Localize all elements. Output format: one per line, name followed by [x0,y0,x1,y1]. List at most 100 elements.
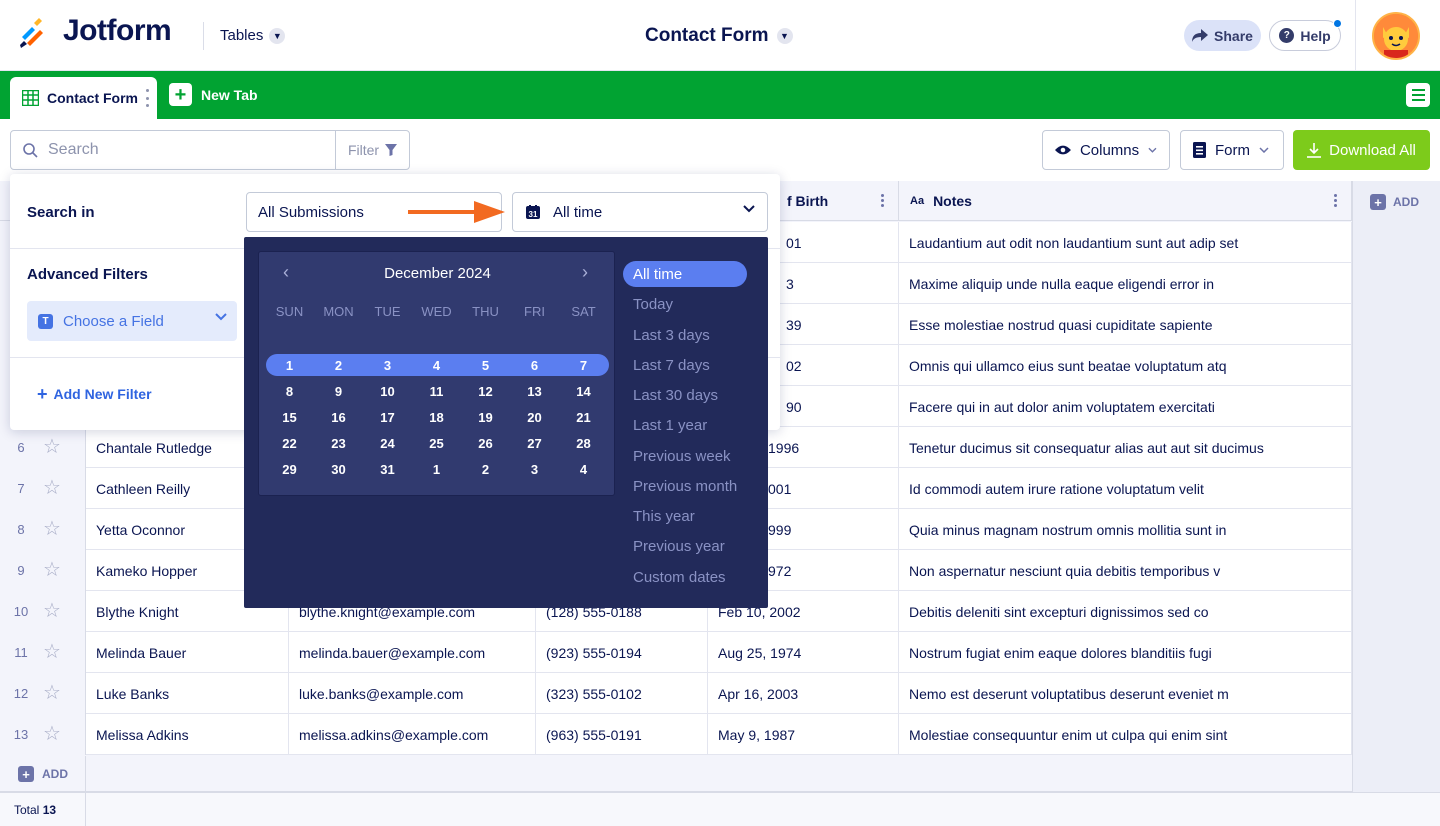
cell-dob[interactable]: 39 [708,304,899,345]
choose-field-select[interactable]: T Choose a Field [27,301,237,341]
calendar-day[interactable]: 9 [334,384,343,399]
calendar-day[interactable]: 2 [481,462,490,477]
hamburger-menu-icon[interactable] [1406,83,1430,107]
cell-dob[interactable]: 001 [708,468,899,509]
preset-previous-week[interactable]: Previous week [633,447,731,465]
cell-email[interactable]: melissa.adkins@example.com [289,714,536,755]
calendar-day[interactable]: 22 [282,436,297,451]
cell-name[interactable]: Melissa Adkins [86,714,289,755]
help-button[interactable]: ? Help [1269,20,1341,51]
brand-name[interactable]: Jotform [63,14,172,47]
cell-notes[interactable]: Debitis deleniti sint excepturi dignissi… [899,591,1352,632]
cell-notes[interactable]: Facere qui in aut dolor anim voluptatem … [899,386,1352,427]
cell-notes[interactable]: Nostrum fugiat enim eaque dolores blandi… [899,632,1352,673]
preset-previous-month[interactable]: Previous month [633,477,738,495]
cell-email[interactable]: luke.banks@example.com [289,673,536,714]
calendar-day[interactable]: 27 [527,436,542,451]
cell-dob[interactable]: May 9, 1987 [708,714,899,755]
avatar[interactable] [1372,12,1420,60]
cell-dob[interactable]: Aug 25, 1974 [708,632,899,673]
calendar-day[interactable]: 28 [576,436,591,451]
calendar-day[interactable]: 6 [530,358,539,373]
cell-notes[interactable]: Laudantium aut odit non laudantium sunt … [899,222,1352,263]
cell-phone[interactable]: (963) 555-0191 [536,714,708,755]
calendar-day[interactable]: 7 [579,358,588,373]
star-icon[interactable]: ☆ [43,723,61,745]
calendar-day[interactable]: 15 [282,410,297,425]
preset-last-7-days[interactable]: Last 7 days [633,356,710,374]
star-icon[interactable]: ☆ [43,641,61,663]
table-row[interactable]: 11 ☆ Melinda Bauer melinda.bauer@example… [0,632,1352,673]
calendar-day[interactable]: 14 [576,384,591,399]
calendar-day[interactable]: 18 [429,410,444,425]
download-all-button[interactable]: Download All [1293,130,1430,170]
table-row[interactable]: 12 ☆ Luke Banks luke.banks@example.com (… [0,673,1352,714]
cell-phone[interactable]: (323) 555-0102 [536,673,708,714]
search-input[interactable] [48,141,308,159]
cell-dob[interactable]: Apr 16, 2003 [708,673,899,714]
calendar-day[interactable]: 23 [331,436,346,451]
jotform-logo-icon[interactable] [18,17,50,49]
cell-name[interactable]: Blythe Knight [86,591,289,632]
preset-all-time[interactable]: All time [623,261,747,287]
calendar-day[interactable]: 25 [429,436,444,451]
preset-previous-year[interactable]: Previous year [633,537,725,555]
cell-notes[interactable]: Molestiae consequuntur enim ut culpa qui… [899,714,1352,755]
calendar-day[interactable]: 19 [478,410,493,425]
calendar-day[interactable]: 3 [383,358,392,373]
cell-dob[interactable]: 3 [708,263,899,304]
tab-options-icon[interactable] [145,89,149,107]
star-icon[interactable]: ☆ [43,436,61,458]
cell-notes[interactable]: Omnis qui ullamco eius sunt beatae volup… [899,345,1352,386]
new-tab-button[interactable]: + New Tab [169,83,258,106]
cell-dob[interactable]: 02 [708,345,899,386]
column-header-notes[interactable]: Aa Notes [899,181,1352,221]
calendar-day[interactable]: 4 [579,462,588,477]
preset-last-3-days[interactable]: Last 3 days [633,326,710,344]
preset-last-30-days[interactable]: Last 30 days [633,386,719,404]
cell-notes[interactable]: Non aspernatur nesciunt quia debitis tem… [899,550,1352,591]
column-options-icon[interactable] [1334,194,1337,207]
form-title[interactable]: Contact Form ▼ [645,25,793,47]
columns-button[interactable]: Columns [1042,130,1170,170]
calendar-day[interactable]: 29 [282,462,297,477]
cell-email[interactable]: melinda.bauer@example.com [289,632,536,673]
calendar-day[interactable]: 16 [331,410,346,425]
calendar-day[interactable]: 8 [285,384,294,399]
calendar-day[interactable]: 11 [429,384,444,399]
add-column-button[interactable]: + ADD [1370,194,1419,210]
tab-contact-form[interactable]: Contact Form [10,77,157,119]
star-icon[interactable]: ☆ [43,518,61,540]
calendar-day[interactable]: 30 [331,462,346,477]
star-icon[interactable]: ☆ [43,477,61,499]
calendar-day[interactable]: 12 [478,384,493,399]
cell-notes[interactable]: Quia minus magnam nostrum omnis mollitia… [899,509,1352,550]
cell-dob[interactable]: 90 [708,386,899,427]
calendar-day[interactable]: 10 [380,384,395,399]
column-options-icon[interactable] [881,194,884,207]
add-new-filter-button[interactable]: + Add New Filter [37,385,152,403]
calendar-day[interactable]: 21 [576,410,591,425]
cell-notes[interactable]: Nemo est deserunt voluptatibus deserunt … [899,673,1352,714]
star-icon[interactable]: ☆ [43,559,61,581]
preset-today[interactable]: Today [633,295,674,313]
star-icon[interactable]: ☆ [43,682,61,704]
chevron-left-icon[interactable]: ‹ [283,262,289,282]
calendar-day[interactable]: 3 [530,462,539,477]
star-icon[interactable]: ☆ [43,600,61,622]
calendar-day[interactable]: 1 [432,462,441,477]
table-row[interactable]: 13 ☆ Melissa Adkins melissa.adkins@examp… [0,714,1352,755]
chevron-right-icon[interactable]: › [582,262,588,282]
time-range-select[interactable]: 31 All time [512,192,768,232]
preset-this-year[interactable]: This year [633,507,695,525]
form-button[interactable]: Form [1180,130,1284,170]
cell-dob[interactable]: 1996 [708,427,899,468]
tables-menu[interactable]: Tables ▼ [220,27,286,44]
cell-dob[interactable]: 01 [708,222,899,263]
cell-notes[interactable]: Esse molestiae nostrud quasi cupiditate … [899,304,1352,345]
calendar-day[interactable]: 2 [334,358,343,373]
cell-name[interactable]: Luke Banks [86,673,289,714]
cell-notes[interactable]: Id commodi autem irure ratione voluptatu… [899,468,1352,509]
calendar-day[interactable]: 20 [527,410,542,425]
calendar-day[interactable]: 24 [380,436,395,451]
